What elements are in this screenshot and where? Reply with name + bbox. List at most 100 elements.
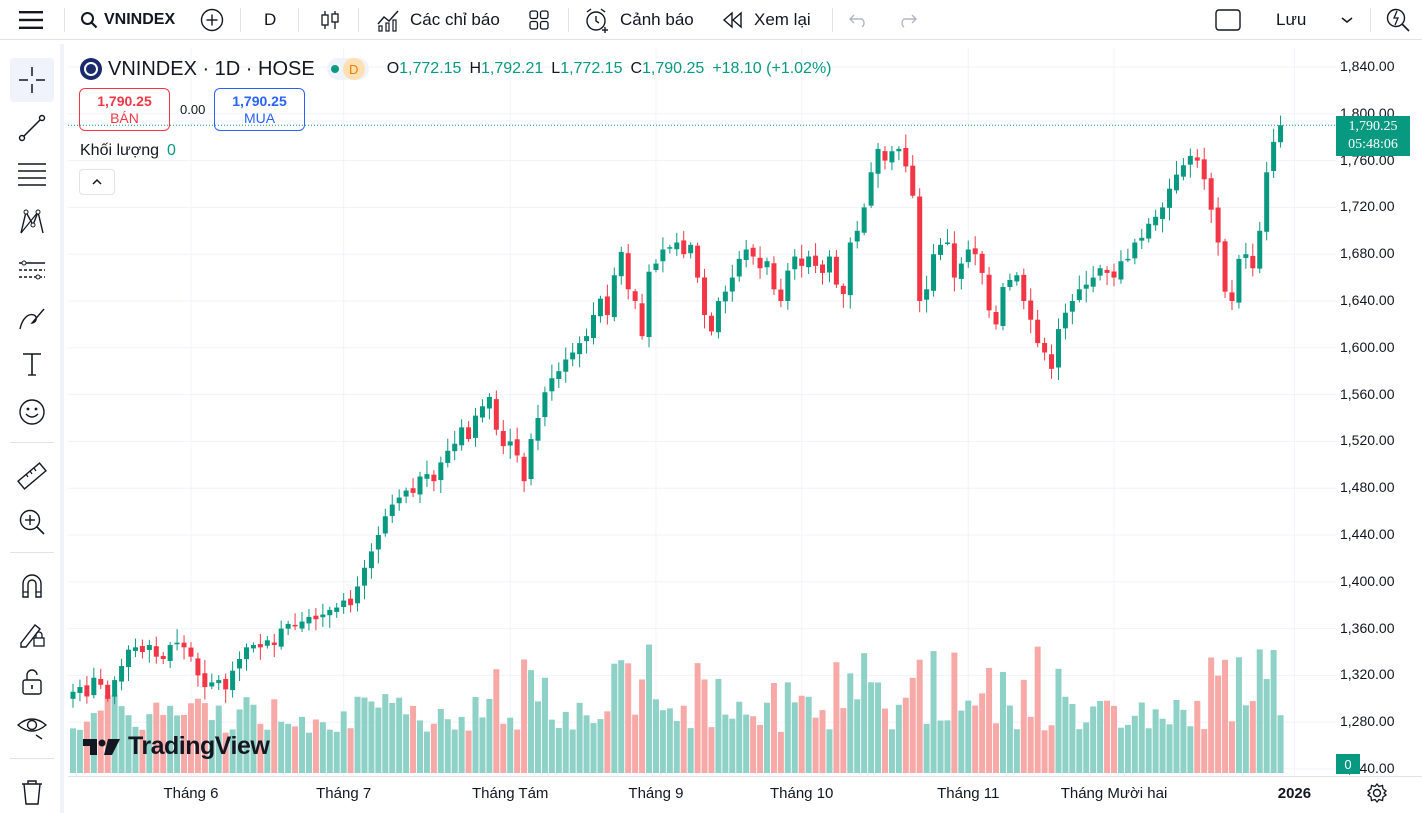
volume-bar [312, 719, 319, 773]
time-tick-label: Tháng 6 [163, 785, 219, 802]
tradingview-watermark: TradingView [82, 732, 270, 761]
candle-body [757, 257, 763, 269]
volume-bar [493, 669, 500, 773]
candle-body [528, 439, 534, 480]
candle-body [653, 263, 659, 270]
candle-body [799, 258, 805, 266]
measure-tool[interactable] [10, 454, 54, 498]
chart-settings-button[interactable] [1366, 782, 1388, 809]
volume-bar [250, 704, 257, 773]
save-menu-button[interactable] [1340, 0, 1354, 40]
volume-bar [1152, 709, 1159, 773]
candle-body [715, 301, 721, 333]
candle-body [1076, 289, 1082, 301]
volume-bar [1020, 679, 1027, 773]
candle-body [320, 614, 326, 618]
fib-tool[interactable] [10, 152, 54, 196]
candle-body [1215, 207, 1221, 243]
magnet-tool[interactable] [10, 564, 54, 608]
price-tick-label: 1,560.00 [1340, 385, 1395, 402]
compare-add-button[interactable] [200, 0, 224, 40]
volume-bar [1076, 729, 1083, 773]
volume-bar [347, 728, 354, 773]
delete-tool[interactable] [10, 770, 54, 813]
market-open-dot-icon [330, 65, 339, 73]
candle-body [771, 263, 777, 290]
candle-body [105, 684, 111, 699]
chart-pane[interactable] [68, 48, 1422, 813]
layouts-button[interactable] [528, 0, 550, 40]
lock-drawings-tool[interactable] [10, 612, 54, 656]
quick-search-button[interactable] [1384, 0, 1412, 40]
volume-bar [1194, 700, 1201, 773]
visibility-tool[interactable] [10, 704, 54, 748]
volume-bar [534, 701, 541, 773]
collapse-legend-button[interactable] [79, 169, 115, 195]
zoom-tool[interactable] [10, 500, 54, 544]
volume-bar [479, 717, 486, 773]
volume-bar [784, 682, 791, 773]
unlock-icon [22, 669, 42, 695]
volume-bar [639, 679, 646, 773]
drawing-toolbar [0, 44, 64, 813]
candle-body [1236, 258, 1242, 303]
interval-button[interactable]: D [264, 0, 276, 40]
emoji-tool[interactable] [10, 390, 54, 434]
alert-button[interactable]: Cảnh báo [584, 0, 694, 40]
fullscreen-button[interactable] [1214, 0, 1242, 40]
square-icon [1215, 9, 1241, 31]
volume-bar [1187, 726, 1194, 773]
volume-bar [181, 714, 188, 773]
symbol-search-button[interactable]: VNINDEX [80, 0, 175, 40]
candle-body [591, 315, 596, 339]
menu-icon[interactable] [18, 0, 44, 40]
price-tick-label: 1,600.00 [1340, 338, 1395, 355]
volume-bar [201, 703, 208, 773]
volume-bar [1277, 715, 1284, 773]
candle-body [1014, 275, 1020, 282]
buy-button[interactable]: 1,790.25 MUA [214, 88, 305, 131]
time-tick-label: Tháng 7 [316, 785, 372, 802]
volume-bar [666, 708, 673, 773]
candle-body [924, 289, 930, 300]
brush-tool[interactable] [10, 296, 54, 340]
candle-body [681, 240, 687, 255]
indicators-button[interactable]: Các chỉ báo [376, 0, 500, 40]
save-button[interactable]: Lưu [1276, 0, 1306, 40]
volume-bar [965, 700, 972, 773]
lock-tool[interactable] [10, 660, 54, 704]
low-key: L [551, 60, 561, 77]
volume-bar [139, 729, 146, 773]
volume-bar [1208, 657, 1215, 773]
text-tool[interactable] [10, 342, 54, 386]
spread-value: 0.00 [180, 102, 206, 117]
volume-bar [1138, 702, 1145, 773]
redo-button[interactable] [896, 0, 918, 40]
time-axis[interactable]: Tháng 6 Tháng 7 Tháng Tám Tháng 9 Tháng 10 Th… [68, 776, 1422, 813]
eye-icon [16, 718, 48, 740]
candle-body [882, 151, 888, 161]
pattern-tool[interactable] [10, 200, 54, 244]
chart-type-button[interactable] [318, 0, 342, 40]
candle-body [695, 245, 701, 278]
volume-bar [652, 699, 659, 773]
crosshair-tool[interactable] [10, 58, 54, 102]
candle-body [1257, 230, 1263, 269]
candle-body [452, 443, 458, 452]
candle-body [1118, 261, 1124, 280]
volume-bar [1013, 729, 1020, 773]
volume-bar [1256, 649, 1263, 773]
sell-button[interactable]: 1,790.25 BÁN [79, 88, 170, 131]
candle-body [500, 430, 506, 447]
candle-body [1007, 279, 1013, 288]
undo-button[interactable] [848, 0, 870, 40]
trend-line-tool[interactable] [10, 106, 54, 150]
volume-bar [541, 677, 548, 773]
market-status-pill[interactable]: D [326, 58, 369, 80]
volume-bar [791, 702, 798, 773]
volume-bar [812, 717, 819, 773]
candle-body [1222, 241, 1228, 292]
replay-button[interactable]: Xem lại [722, 0, 811, 40]
candle-body [597, 298, 603, 317]
forecast-tool[interactable] [10, 248, 54, 292]
